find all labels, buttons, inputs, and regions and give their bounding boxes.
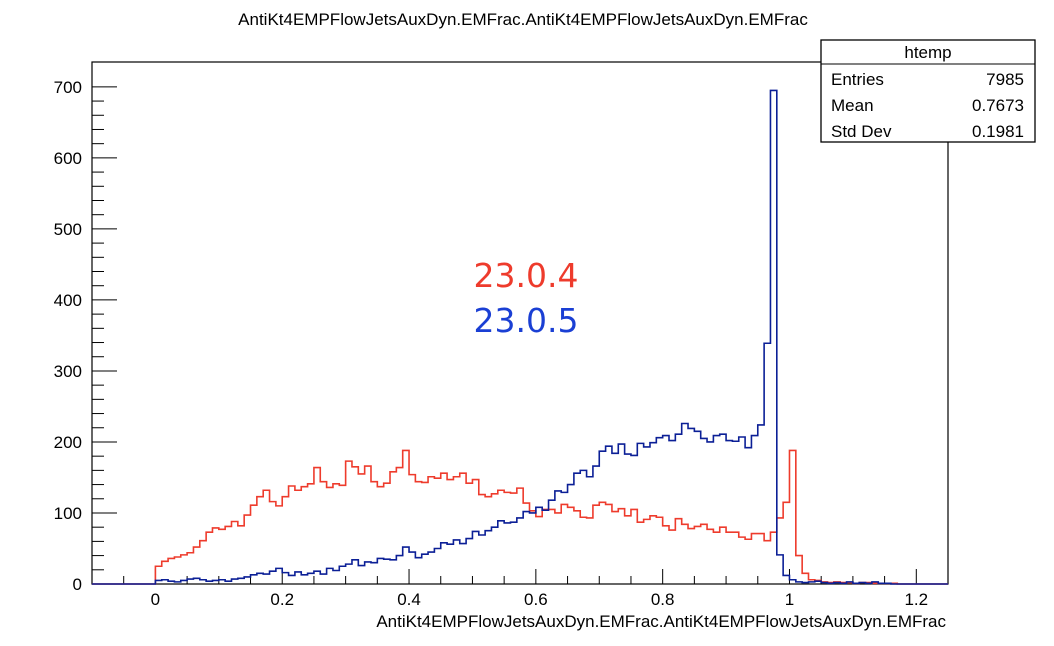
stats-box-title: htemp: [904, 43, 951, 62]
stats-entries-value: 7985: [986, 70, 1024, 89]
x-tick-label-0: 0: [151, 590, 160, 609]
stats-mean-value: 0.7673: [972, 96, 1024, 115]
stats-mean-label: Mean: [831, 96, 874, 115]
plot-frame: [91, 61, 949, 585]
x-tick-label-6: 1.2: [904, 590, 928, 609]
stats-stddev-label: Std Dev: [831, 122, 892, 141]
x-tick-label-1: 0.2: [270, 590, 294, 609]
x-tick-label-4: 0.8: [651, 590, 675, 609]
y-tick-label-3: 300: [54, 362, 82, 381]
chart-title: AntiKt4EMPFlowJetsAuxDyn.EMFrac.AntiKt4E…: [238, 10, 808, 29]
x-tick-label-5: 1: [785, 590, 794, 609]
y-tick-label-2: 200: [54, 433, 82, 452]
series-layer: [92, 89, 948, 585]
y-axis: 0 100 200 300 400 500 600 700: [54, 78, 117, 594]
y-tick-label-1: 100: [54, 504, 82, 523]
legend-item-1: 23.0.5: [474, 301, 579, 340]
y-tick-label-7: 700: [54, 78, 82, 97]
series-line-1: [92, 89, 948, 585]
stats-entries-label: Entries: [831, 70, 884, 89]
y-tick-label-5: 500: [54, 220, 82, 239]
stats-box: htemp Entries 7985 Mean 0.7673 Std Dev 0…: [820, 39, 1036, 143]
y-tick-label-4: 400: [54, 291, 82, 310]
x-axis: 0 0.2 0.4 0.6 0.8 1 1.2: [91, 569, 949, 609]
series-1: [92, 89, 948, 585]
x-axis-label: AntiKt4EMPFlowJetsAuxDyn.EMFrac.AntiKt4E…: [376, 612, 946, 631]
y-tick-label-0: 0: [73, 575, 82, 594]
series-line-0: [92, 449, 948, 585]
y-tick-label-6: 600: [54, 149, 82, 168]
x-tick-label-3: 0.6: [524, 590, 548, 609]
series-0: [92, 449, 948, 585]
legend-item-0: 23.0.4: [474, 256, 579, 295]
x-tick-label-2: 0.4: [397, 590, 421, 609]
stats-stddev-value: 0.1981: [972, 122, 1024, 141]
